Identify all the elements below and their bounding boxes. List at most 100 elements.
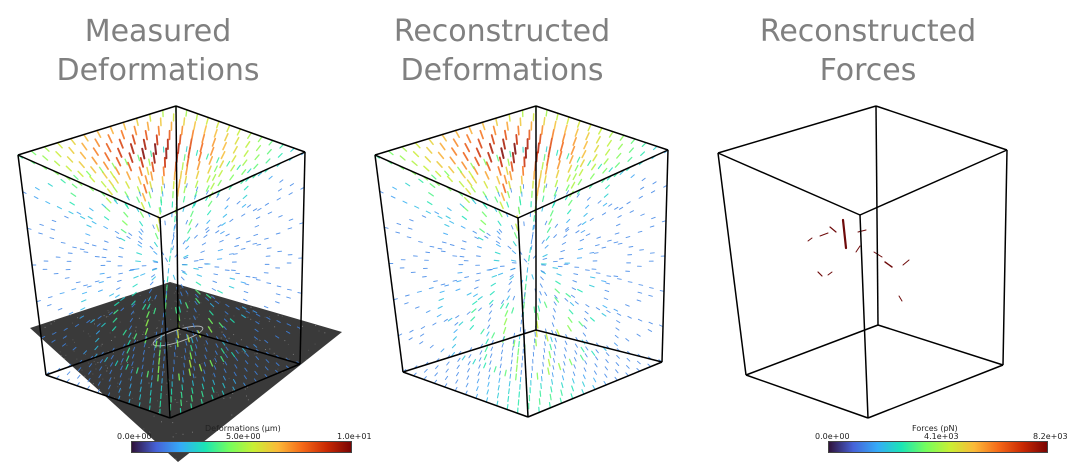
deformation-vector [597, 163, 603, 170]
deformation-vector [605, 359, 609, 364]
deformation-vector [478, 307, 482, 312]
deformation-vector [286, 330, 291, 334]
deformation-vector [555, 112, 559, 121]
deformation-vector [519, 185, 522, 194]
floor-speckle [244, 388, 246, 390]
deformation-vector [112, 186, 118, 193]
deformation-vector [194, 234, 198, 239]
deformation-vector [443, 318, 448, 322]
floor-speckle [180, 391, 182, 393]
deformation-vector [582, 374, 586, 380]
deformation-vector [490, 282, 496, 287]
deformation-vector [604, 289, 610, 293]
deformation-vector [488, 299, 494, 305]
deformation-vector [558, 362, 562, 371]
deformation-vector [275, 301, 280, 304]
deformation-vector [122, 329, 127, 336]
cube-outline-1 [17, 105, 306, 419]
deformation-vector [476, 255, 481, 257]
deformation-vector [585, 204, 590, 209]
deformation-vector [508, 380, 511, 387]
deformation-vector [510, 259, 517, 262]
deformation-vector [435, 365, 439, 370]
deformation-vector [65, 165, 72, 172]
deformation-vector [564, 124, 568, 134]
deformation-vector [201, 383, 205, 390]
deformation-vector [185, 109, 188, 117]
deformation-vector [171, 239, 174, 245]
deformation-vector [108, 179, 114, 187]
deformation-vector [429, 344, 434, 349]
deformation-vector [153, 353, 155, 358]
deformation-vector [205, 153, 209, 160]
deformation-vector [449, 244, 455, 246]
deformation-vector [161, 320, 164, 325]
deformation-vector [135, 260, 141, 263]
cube-edge [717, 105, 877, 154]
deformation-vector [581, 389, 585, 395]
deformation-vector [439, 290, 445, 294]
deformation-vector [203, 234, 208, 238]
deformation-vector [640, 213, 645, 216]
deformation-vector [484, 171, 490, 180]
deformation-vector [491, 274, 498, 278]
deformation-vector [519, 199, 522, 206]
floor-speckle [196, 316, 198, 318]
deformation-vector [128, 332, 132, 338]
deformation-vector [94, 345, 99, 351]
deformation-vector [255, 216, 261, 220]
deformation-vector [616, 320, 621, 324]
deformation-vector [484, 235, 489, 239]
deformation-vector [554, 337, 557, 343]
deformation-vector [214, 357, 217, 363]
deformation-vector [149, 245, 154, 250]
deformation-vector [241, 169, 247, 175]
deformation-vector [186, 236, 191, 242]
deformation-vector [236, 128, 242, 136]
colorbar-mid-label: 5.0e+00 [226, 432, 261, 441]
deformation-vector [434, 211, 439, 215]
deformation-vector [126, 347, 131, 354]
deformation-vector [574, 164, 579, 172]
deformation-vector [185, 245, 190, 250]
deformation-vector [524, 291, 526, 297]
deformation-vector [257, 207, 262, 211]
deformation-vector [56, 142, 63, 149]
deformation-vector [121, 358, 124, 363]
deformation-vector [619, 134, 625, 141]
deformation-vector [101, 171, 108, 179]
deformation-vector [616, 313, 622, 316]
deformation-vector [109, 311, 113, 316]
deformation-vector [602, 305, 608, 309]
deformation-vector [148, 191, 152, 199]
deformation-vector [191, 380, 194, 387]
deformation-vector [54, 160, 61, 167]
cube-edge [402, 371, 529, 418]
deformation-vector [245, 275, 251, 278]
deformation-vector [234, 364, 238, 369]
deformation-vector [190, 210, 194, 218]
deformation-vector [125, 363, 129, 370]
deformation-vector [471, 308, 477, 314]
deformation-vector [193, 366, 196, 371]
deformation-vector [614, 162, 620, 168]
deformation-vector [195, 337, 198, 342]
floor-speckle [220, 337, 222, 339]
deformation-vector [68, 211, 74, 215]
deformation-vector [118, 272, 123, 275]
deformation-vector [207, 200, 213, 207]
deformation-vector [195, 289, 201, 295]
deformation-vector [561, 375, 565, 381]
force-arrow [902, 259, 910, 266]
floor-speckle [240, 339, 242, 341]
deformation-vector [536, 372, 539, 380]
deformation-vector [211, 386, 215, 393]
floor-speckle [292, 353, 294, 355]
floor-speckle [209, 326, 211, 328]
deformation-vector [487, 381, 490, 387]
deformation-vector [185, 302, 189, 309]
deformation-vector [542, 354, 545, 360]
floor-speckle [189, 300, 190, 302]
deformation-vector [414, 142, 421, 149]
floor-speckle [221, 331, 223, 333]
